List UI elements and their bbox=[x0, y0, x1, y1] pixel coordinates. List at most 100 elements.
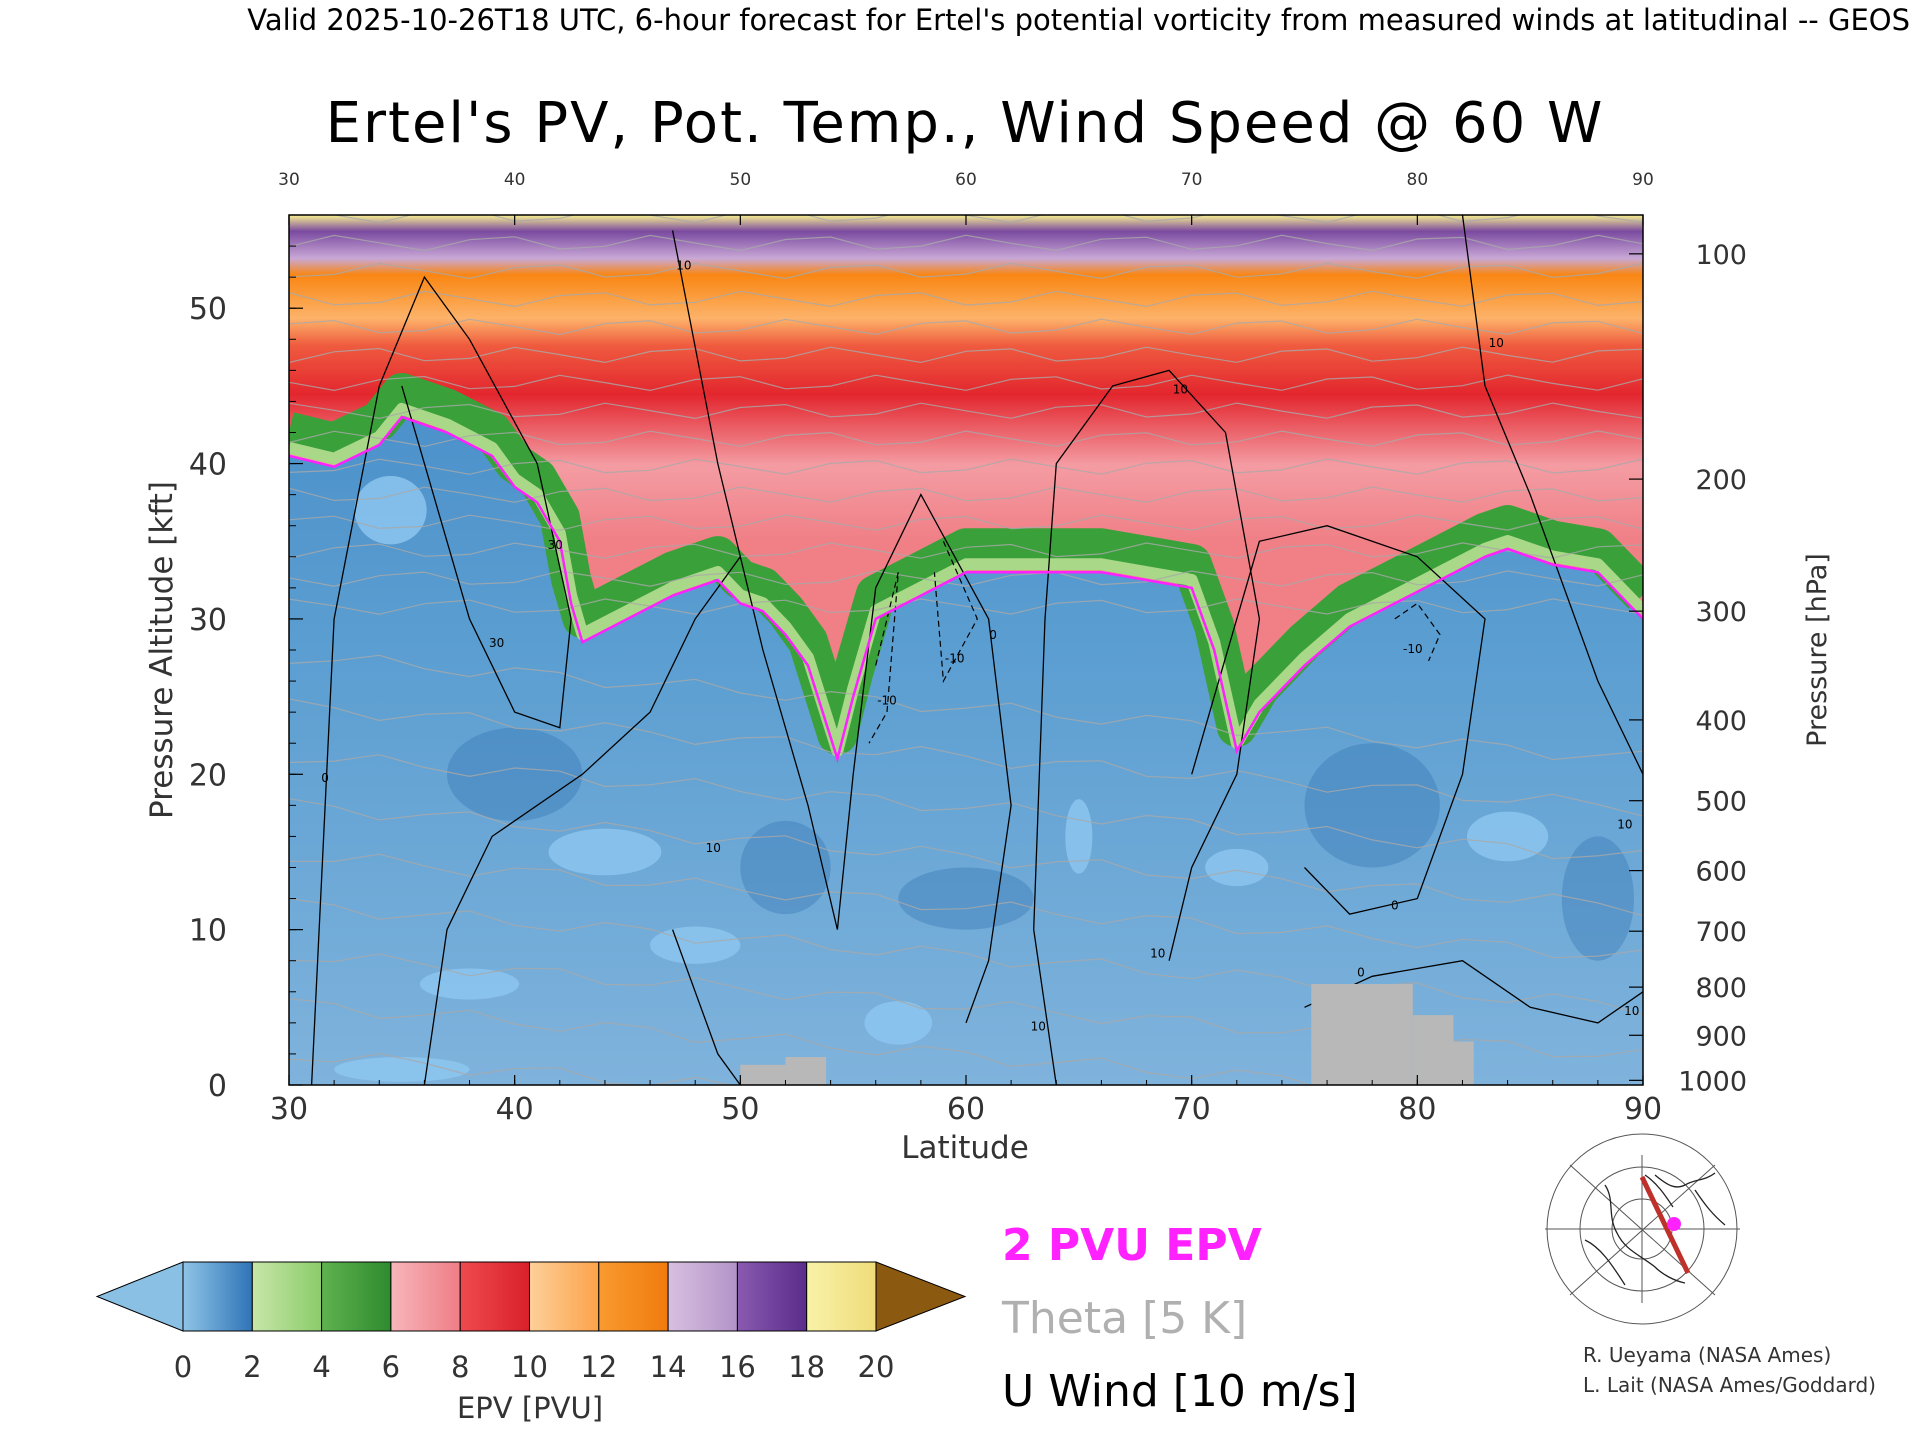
theta-contour bbox=[289, 402, 1643, 420]
pressure-tick-label: 600 bbox=[1695, 857, 1747, 888]
colorbar-tick-label: 20 bbox=[858, 1350, 895, 1384]
theta-contour bbox=[289, 654, 1643, 761]
colorbar-band bbox=[806, 1261, 877, 1332]
below-ground-block bbox=[1412, 1015, 1454, 1085]
low-pv-patch bbox=[650, 926, 741, 964]
y-axis-label: Pressure Altitude [kft] bbox=[144, 481, 180, 819]
theta-contour bbox=[289, 853, 1643, 959]
u-wind-contour bbox=[671, 230, 1012, 1024]
contour-label: -10 bbox=[945, 651, 965, 665]
legend-2pvu: 2 PVU EPV bbox=[1002, 1220, 1262, 1271]
contour-label: 10 bbox=[676, 258, 691, 272]
contour-label: 30 bbox=[548, 538, 563, 552]
u-wind-contour bbox=[423, 556, 741, 1085]
colorbar-tick-label: 12 bbox=[580, 1350, 617, 1384]
contour-label: 10 bbox=[1150, 947, 1165, 961]
pressure-tick-label: 400 bbox=[1695, 706, 1747, 737]
theta-contour bbox=[289, 430, 1643, 448]
contour-label: 0 bbox=[321, 771, 329, 785]
theta-contour bbox=[289, 290, 1643, 308]
colorbar: 0 2 4 6 8 10 12 14 16 18 20 bbox=[95, 1261, 967, 1384]
x-top-tick-label: 50 bbox=[730, 170, 752, 190]
negative-u-wind-contour bbox=[933, 541, 978, 684]
colorbar-tick-label: 10 bbox=[511, 1350, 548, 1384]
contour-label: -10 bbox=[1403, 642, 1423, 656]
contour-labels: 10 10 10 30 30 0 10 -10 -10 0 -10 0 10 10 10 10 0 bbox=[321, 258, 1639, 1033]
x-axis: 30 40 50 60 70 80 90 bbox=[270, 1075, 1662, 1127]
colorbar-band bbox=[390, 1261, 461, 1332]
colorbar-tick-label: 0 bbox=[174, 1350, 192, 1384]
theta-contour bbox=[289, 542, 1643, 559]
below-ground-block bbox=[785, 1057, 827, 1085]
contour-label: 10 bbox=[1489, 336, 1504, 350]
negative-u-wind-contour bbox=[1394, 602, 1441, 662]
contour-label: 10 bbox=[1617, 818, 1632, 832]
x-axis-top: 30 40 50 60 70 80 90 bbox=[278, 170, 1654, 225]
colorbar-band bbox=[598, 1261, 669, 1332]
colorbar-band bbox=[321, 1261, 392, 1332]
credit-line-1: R. Ueyama (NASA Ames) bbox=[1583, 1343, 1831, 1367]
x-tick-label: 40 bbox=[496, 1092, 534, 1127]
legend-theta: Theta [5 K] bbox=[1001, 1293, 1247, 1344]
x-axis-label: Latitude bbox=[901, 1130, 1029, 1166]
u-wind-contour bbox=[1191, 525, 1486, 915]
low-pv-patch bbox=[548, 828, 662, 876]
theta-contour bbox=[289, 698, 1643, 817]
theta-contour bbox=[289, 1052, 734, 1085]
x-top-tick-label: 60 bbox=[955, 170, 977, 190]
theta-contour bbox=[289, 346, 1643, 364]
low-pv-patch bbox=[1205, 848, 1269, 887]
pressure-tick-label: 300 bbox=[1695, 597, 1747, 628]
y-tick-label: 20 bbox=[189, 758, 227, 793]
negative-u-wind-contour bbox=[868, 572, 899, 744]
colorbar-high-arrow bbox=[875, 1261, 967, 1332]
below-ground-block bbox=[1453, 1041, 1474, 1085]
x-tick-label: 90 bbox=[1624, 1092, 1662, 1127]
surface-mask bbox=[740, 984, 1474, 1085]
pressure-tick-label: 500 bbox=[1695, 787, 1747, 818]
theta-contour bbox=[289, 234, 1643, 252]
colorbar-label: EPV [PVU] bbox=[457, 1391, 603, 1425]
low-pv-patch bbox=[864, 1001, 933, 1045]
contour-label: 30 bbox=[489, 636, 504, 650]
contour-label: 10 bbox=[1624, 1004, 1639, 1018]
u-wind-contour bbox=[671, 929, 741, 1085]
contour-label: 0 bbox=[989, 628, 997, 642]
low-pv-patch bbox=[334, 1057, 470, 1082]
x-top-tick-label: 70 bbox=[1181, 170, 1203, 190]
two-pvu-contour bbox=[289, 415, 1643, 764]
theta-contours bbox=[289, 215, 1643, 1085]
high-pv-patch bbox=[1561, 836, 1634, 961]
colorbar-band bbox=[736, 1261, 808, 1332]
high-pv-patch bbox=[898, 867, 1034, 930]
theta-contour bbox=[289, 514, 1643, 531]
colorbar-band bbox=[459, 1261, 531, 1332]
low-pv-patch bbox=[419, 968, 520, 1000]
high-pv-patch bbox=[740, 820, 831, 915]
pressure-tick-label: 100 bbox=[1695, 240, 1747, 271]
u-wind-contour bbox=[1304, 960, 1643, 1024]
y2-axis-label: Pressure [hPa] bbox=[1802, 553, 1833, 747]
contour-label: 10 bbox=[706, 841, 721, 855]
tropopause-light-band bbox=[289, 403, 1643, 757]
u-wind-contour bbox=[310, 275, 572, 1085]
high-pv-patch bbox=[1304, 743, 1440, 868]
pressure-tick-label: 900 bbox=[1695, 1021, 1747, 1052]
theta-contour bbox=[289, 262, 1643, 280]
low-pv-patch bbox=[354, 476, 427, 545]
low-pv-patches bbox=[334, 476, 1634, 1082]
contour-label: 0 bbox=[1391, 898, 1399, 912]
contour-label: 0 bbox=[1357, 965, 1365, 979]
colorbar-tick-label: 18 bbox=[788, 1350, 825, 1384]
colorbar-tick-label: 6 bbox=[382, 1350, 400, 1384]
colorbar-band bbox=[182, 1261, 253, 1332]
below-ground-block bbox=[740, 1064, 786, 1085]
contour-label: 10 bbox=[1173, 383, 1188, 397]
u-wind-contours bbox=[310, 215, 1643, 1085]
theta-contour bbox=[289, 570, 1643, 587]
low-pv-patch bbox=[1065, 799, 1093, 874]
legend-uwind: U Wind [10 m/s] bbox=[1002, 1366, 1358, 1417]
colorbar-band bbox=[529, 1261, 600, 1332]
u-wind-contour bbox=[1033, 369, 1261, 1085]
